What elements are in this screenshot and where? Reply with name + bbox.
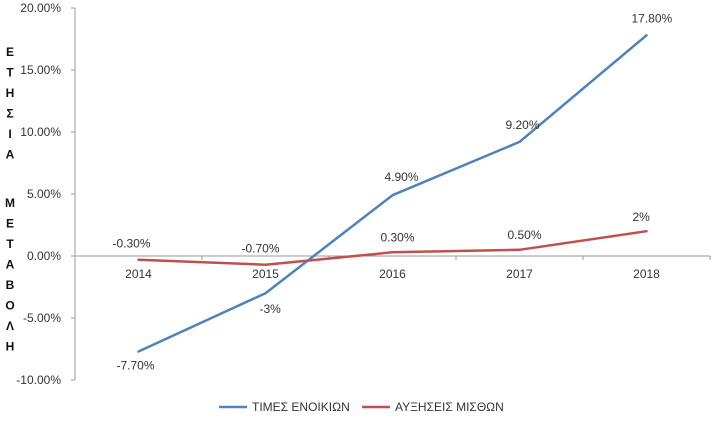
y-tick-label: 5.00%	[27, 187, 61, 201]
y-tick-label: 20.00%	[20, 1, 61, 15]
series-line	[137, 229, 648, 266]
legend-label: ΑΥΞΗΣΕΙΣ ΜΙΣΘΩΝ	[395, 400, 504, 414]
data-label: -3%	[260, 302, 282, 316]
y-tick-label: -10.00%	[16, 373, 61, 387]
x-tick-label: 2015	[252, 267, 279, 281]
data-label: 0.50%	[508, 228, 542, 242]
series-line	[137, 34, 648, 353]
x-tick-label: 2017	[506, 267, 533, 281]
chart-series	[137, 34, 648, 353]
data-label: 0.30%	[381, 230, 415, 244]
y-tick-label: 10.00%	[20, 125, 61, 139]
chart-legend: ΤΙΜΕΣ ΕΝΟΙΚΙΩΝ ΑΥΞΗΣΕΙΣ ΜΙΣΘΩΝ	[219, 400, 504, 414]
data-labels: -7.70% -3% 4.90% 9.20% 17.80% -0.30% -0.70% 0.3…	[113, 11, 673, 372]
data-label: 9.20%	[506, 118, 540, 132]
data-label: 2%	[633, 210, 651, 224]
x-tick-label: 2018	[633, 267, 660, 281]
x-tick-label: 2014	[125, 267, 152, 281]
data-label: -7.70%	[117, 358, 155, 372]
data-label: 4.90%	[385, 170, 419, 184]
y-tick-label: 0.00%	[27, 249, 61, 263]
chart-axes: -10.00% -5.00% 0.00% 5.00% 10.00% 15.00% 20.00…	[16, 1, 711, 387]
legend-label: ΤΙΜΕΣ ΕΝΟΙΚΙΩΝ	[252, 400, 350, 414]
y-tick-label: 15.00%	[20, 63, 61, 77]
y-tick-label: -5.00%	[23, 311, 61, 325]
data-label: 17.80%	[632, 11, 673, 25]
y-axis-title: Ε Τ Η Σ Ι Α Μ Ε Τ Α Β Ο Λ Η	[5, 45, 15, 354]
data-label: -0.30%	[113, 237, 151, 251]
data-label: -0.70%	[242, 242, 280, 256]
x-tick-label: 2016	[379, 267, 406, 281]
